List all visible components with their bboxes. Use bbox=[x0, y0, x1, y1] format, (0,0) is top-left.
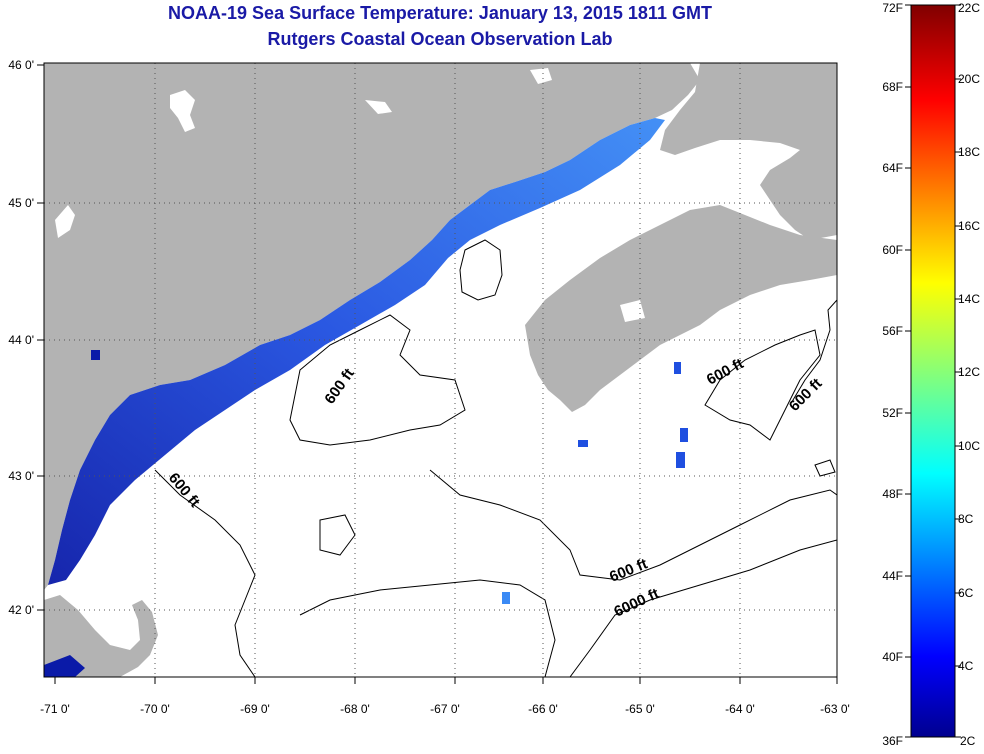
sst-coastal-band bbox=[48, 118, 665, 585]
lat-tick-label: 45 0' bbox=[8, 196, 34, 210]
colorbar-f-label: 64F bbox=[882, 161, 903, 175]
lon-tick-label: -66 0' bbox=[528, 702, 558, 716]
tick-marks bbox=[37, 64, 838, 684]
lake-3 bbox=[365, 100, 392, 114]
bathymetry-contours bbox=[154, 239, 837, 677]
map-title: NOAA-19 Sea Surface Temperature: January… bbox=[168, 3, 712, 23]
colorbar-c-label: 10C bbox=[958, 439, 980, 453]
contour-600-ne bbox=[789, 299, 837, 406]
colorbar-f-label: 36F bbox=[882, 734, 903, 748]
colorbar-f-label: 40F bbox=[882, 650, 903, 664]
colorbar-c-label: 16C bbox=[958, 219, 980, 233]
lat-tick-label: 46 0' bbox=[8, 58, 34, 72]
contour-island bbox=[459, 239, 503, 301]
lake-5 bbox=[620, 300, 645, 322]
contour-6000-east bbox=[569, 539, 837, 677]
sst-patch-cape-cod bbox=[44, 655, 85, 677]
colorbar-f-label: 60F bbox=[882, 243, 903, 257]
lat-tick-label: 43 0' bbox=[8, 469, 34, 483]
colorbar-c-label: 2C bbox=[960, 734, 976, 748]
lat-tick-label: 44 0' bbox=[8, 333, 34, 347]
colorbar-f-label: 44F bbox=[882, 569, 903, 583]
lon-tick-label: -64 0' bbox=[725, 702, 755, 716]
colorbar-f-label: 72F bbox=[882, 1, 903, 15]
land-mainland bbox=[44, 63, 700, 590]
colorbar-c-label: 12C bbox=[958, 365, 980, 379]
sst-patch-gulf-2 bbox=[91, 350, 100, 360]
lake-4 bbox=[530, 68, 552, 84]
lake-1 bbox=[170, 90, 195, 132]
colorbar-c-label: 20C bbox=[958, 72, 980, 86]
contour-600-central bbox=[289, 314, 466, 446]
lon-tick-label: -65 0' bbox=[625, 702, 655, 716]
map-frame bbox=[43, 62, 838, 678]
colorbar-c-label: 22C bbox=[958, 1, 980, 15]
sst-patch-ns-2 bbox=[676, 452, 685, 468]
map-subtitle: Rutgers Coastal Ocean Observation Lab bbox=[267, 29, 613, 49]
land-cape-cod bbox=[44, 595, 158, 677]
lon-tick-label: -69 0' bbox=[240, 702, 270, 716]
lon-tick-label: -67 0' bbox=[430, 702, 460, 716]
lake-2 bbox=[55, 205, 75, 238]
colorbar-c-label: 8C bbox=[958, 512, 974, 526]
sst-patch-ns-1 bbox=[680, 428, 688, 442]
lon-tick-label: -70 0' bbox=[140, 702, 170, 716]
contour-small-2 bbox=[814, 459, 836, 477]
land-nova-scotia bbox=[525, 205, 837, 412]
colorbar-f-label: 48F bbox=[882, 487, 903, 501]
contour-6000 bbox=[299, 579, 556, 677]
bay-of-fundy bbox=[510, 152, 790, 310]
contour-600-west bbox=[154, 469, 256, 677]
colorbar-c-label: 18C bbox=[958, 145, 980, 159]
lat-tick-label: 42 0' bbox=[8, 603, 34, 617]
lon-tick-label: -71 0' bbox=[40, 702, 70, 716]
sst-patch-gulf bbox=[502, 592, 510, 604]
land-northeast bbox=[660, 63, 837, 240]
contour-600-georges bbox=[429, 469, 837, 581]
colorbar-f-label: 68F bbox=[882, 80, 903, 94]
lon-tick-label: -63 0' bbox=[820, 702, 850, 716]
colorbar-c-label: 4C bbox=[958, 659, 974, 673]
colorbar-ticks bbox=[905, 4, 961, 738]
contour-small-1 bbox=[319, 514, 356, 556]
sst-patch-ns-4 bbox=[578, 440, 588, 447]
lon-tick-label: -68 0' bbox=[340, 702, 370, 716]
contour-600-ns bbox=[704, 329, 821, 441]
colorbar-c-label: 6C bbox=[958, 586, 974, 600]
colorbar-c-label: 14C bbox=[958, 292, 980, 306]
colorbar bbox=[910, 4, 956, 738]
sst-patch-ns-3 bbox=[674, 362, 681, 374]
graticule bbox=[44, 63, 837, 677]
colorbar-f-label: 52F bbox=[882, 406, 903, 420]
colorbar-f-label: 56F bbox=[882, 324, 903, 338]
